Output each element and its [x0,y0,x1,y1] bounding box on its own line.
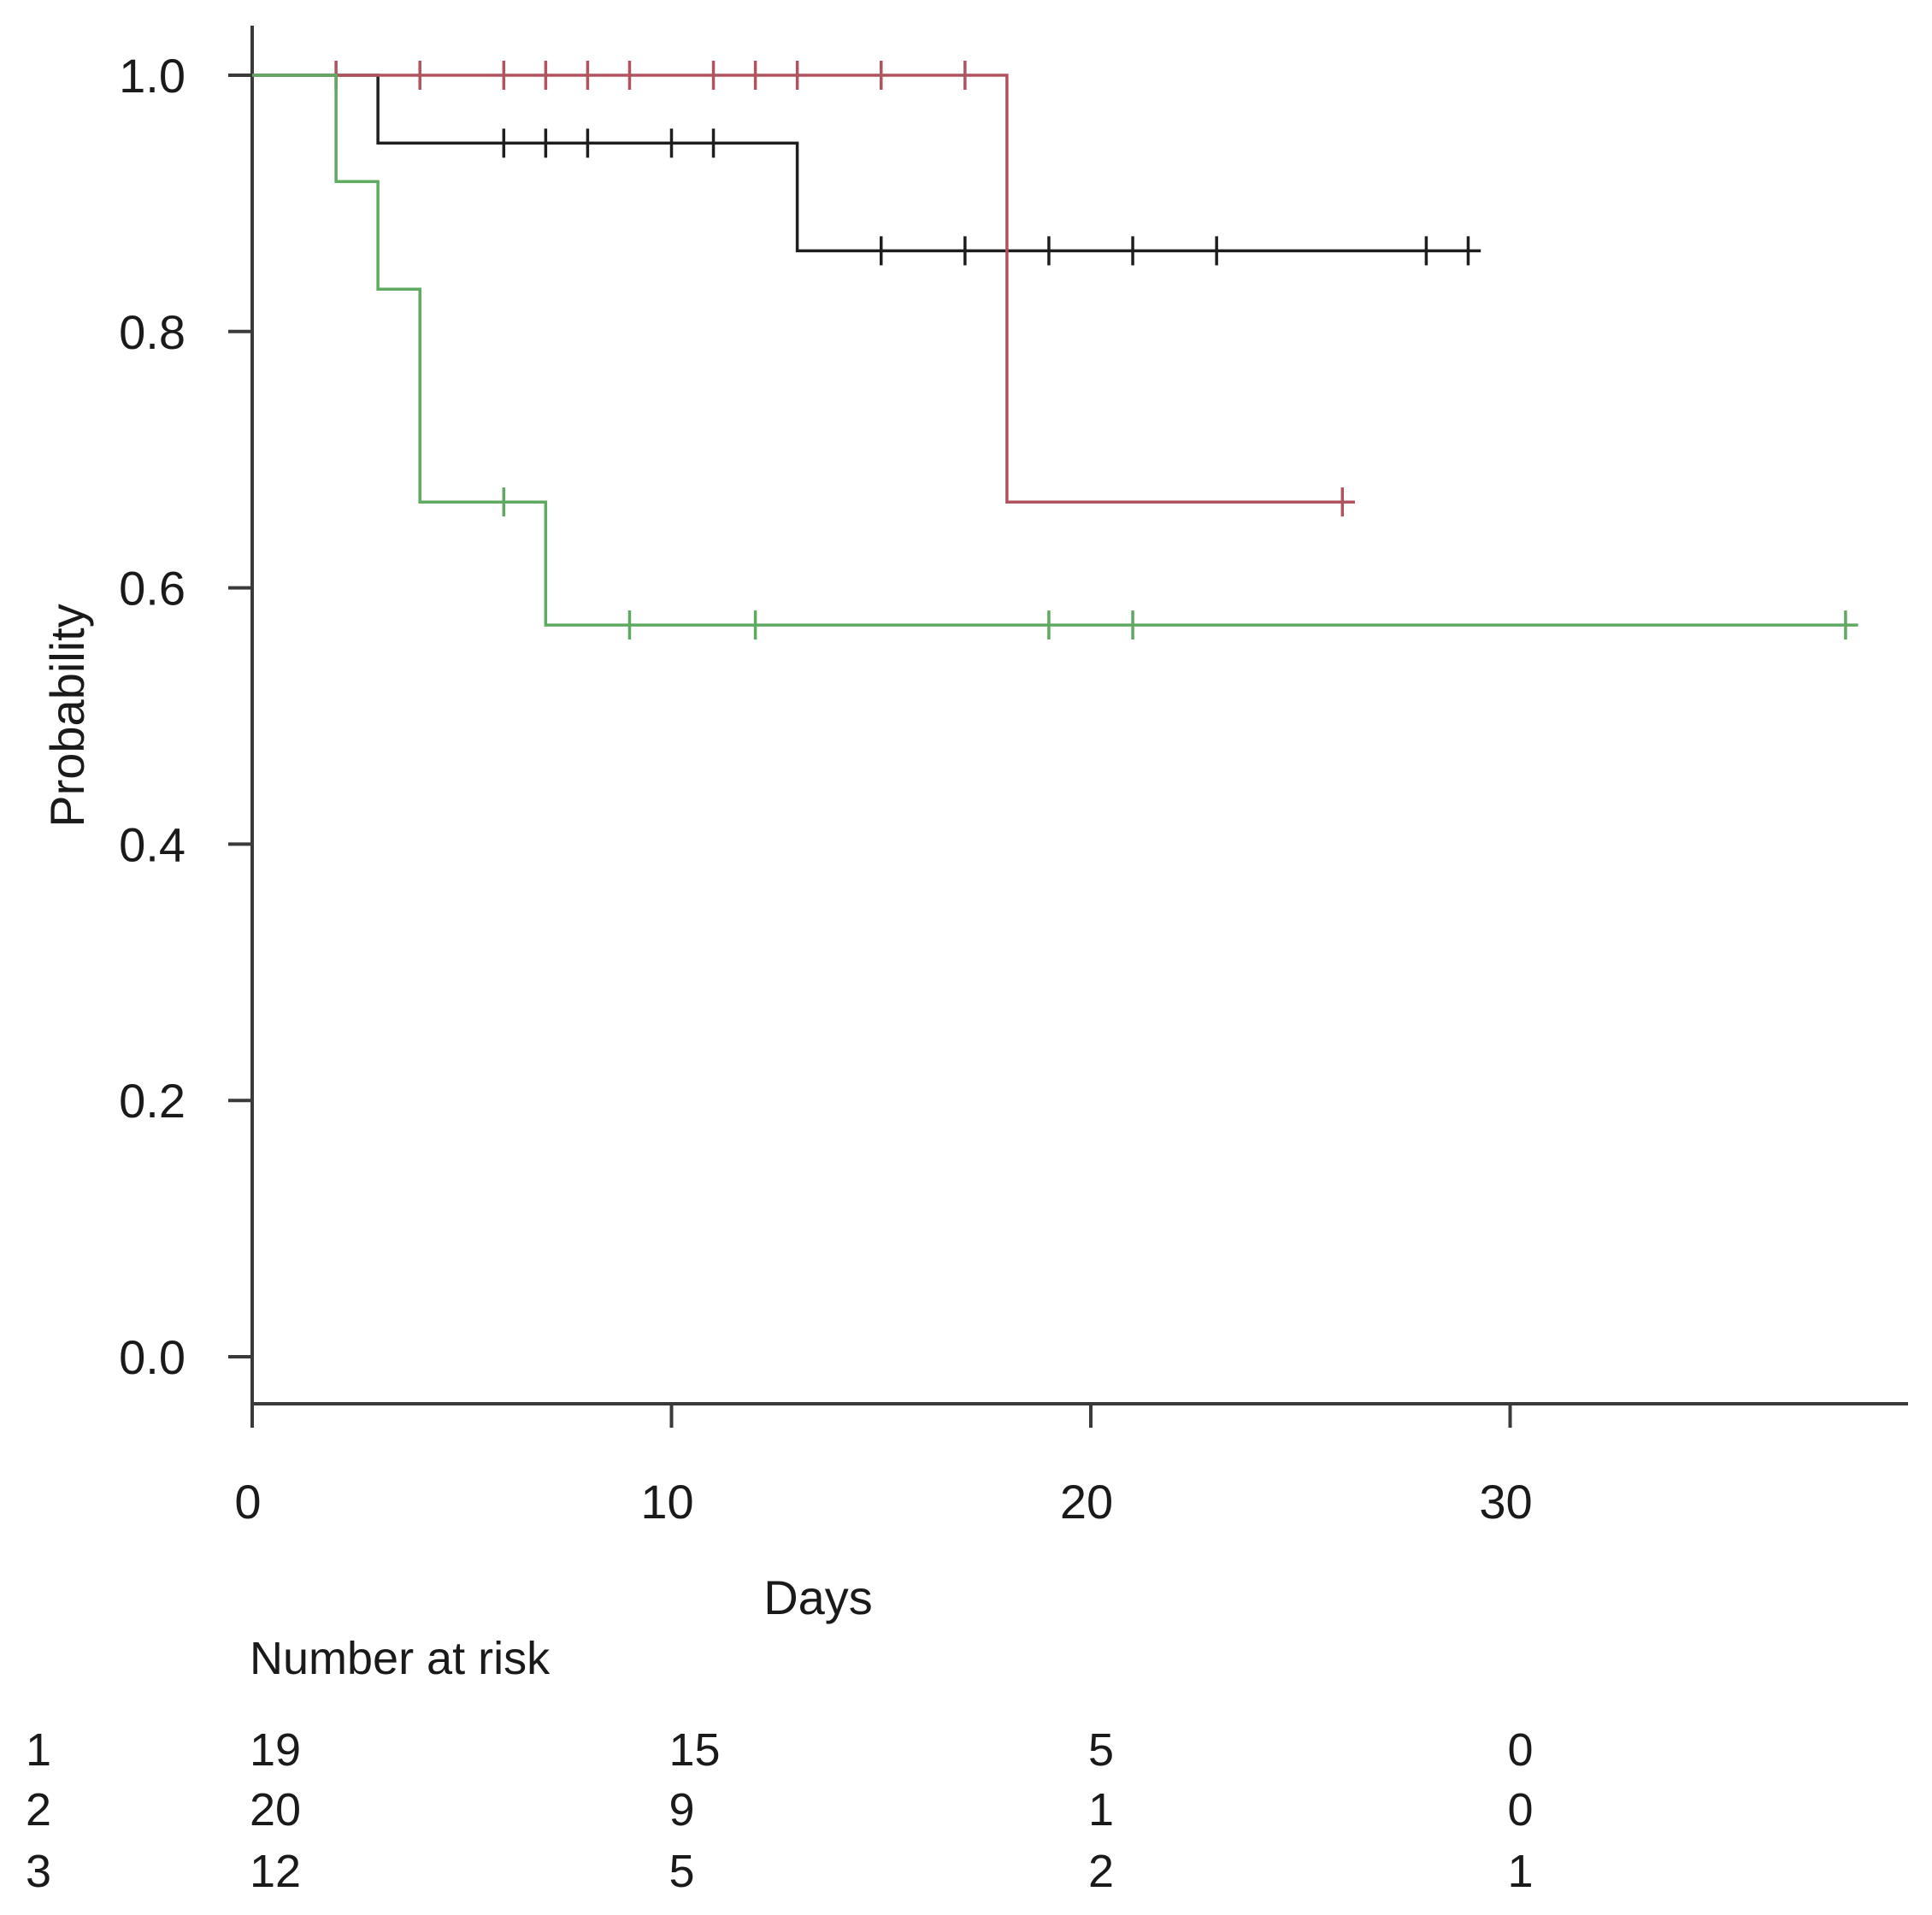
y-tick-label: 1.0 [119,49,186,103]
risk-count: 20 [250,1784,301,1835]
risk-table: Number at risk 1 19 15 5 0 2 20 9 1 0 3 12 5 2 1 [26,1633,1534,1897]
survival-curves [252,61,1858,640]
y-tick-label: 0.6 [119,562,186,616]
y-tick-label: 0.0 [119,1330,186,1384]
y-tick-label: 0.4 [119,817,186,871]
survival-curve-1 [252,74,1481,253]
risk-count: 5 [1088,1724,1114,1776]
risk-count: 0 [1508,1784,1534,1835]
y-tick-label: 0.2 [119,1074,186,1128]
risk-count: 12 [250,1846,301,1897]
risk-count: 19 [250,1724,301,1776]
risk-count: 1 [1508,1846,1534,1897]
y-tick-label: 0.8 [119,305,186,359]
risk-count: 15 [669,1724,721,1776]
x-tick-label: 10 [640,1475,693,1529]
curve-group-2 [252,61,1355,517]
axis-labels: 0.0 0.2 0.4 0.6 0.8 1.0 0 10 20 30 Days Probability [40,49,1533,1624]
risk-count: 0 [1508,1724,1534,1776]
risk-row-label: 3 [26,1846,51,1897]
risk-count: 1 [1088,1784,1114,1835]
survival-curve-3 [252,74,1858,627]
x-axis-title: Days [763,1570,873,1624]
risk-table-title: Number at risk [250,1633,551,1684]
risk-count: 2 [1088,1846,1114,1897]
x-tick-label: 0 [234,1475,261,1529]
curve-group-1 [252,74,1481,266]
risk-row-label: 2 [26,1784,51,1835]
y-axis-title: Probability [40,604,94,827]
curve-group-3 [252,74,1858,640]
x-tick-label: 20 [1060,1475,1113,1529]
axes [228,26,1908,1428]
risk-row-label: 1 [26,1724,51,1776]
x-tick-label: 30 [1479,1475,1532,1529]
risk-count: 9 [669,1784,695,1835]
risk-count: 5 [669,1846,695,1897]
